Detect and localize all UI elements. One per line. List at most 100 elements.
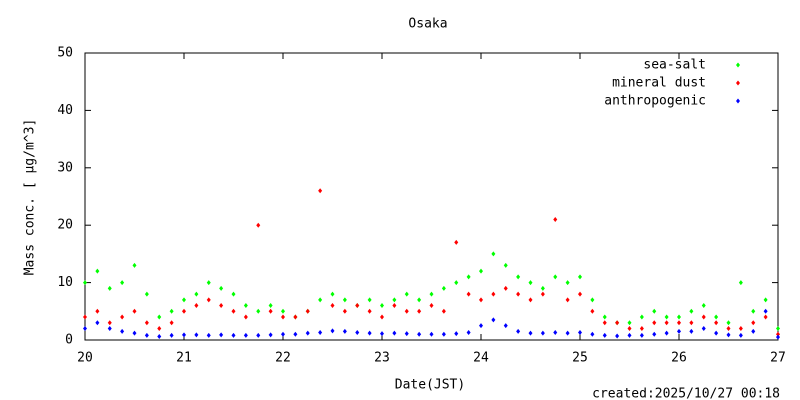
data-point xyxy=(652,308,657,314)
chart-title: Osaka xyxy=(408,17,447,32)
data-point xyxy=(107,326,112,332)
data-point xyxy=(441,285,446,291)
data-point xyxy=(664,330,669,336)
data-point xyxy=(206,332,211,338)
data-point xyxy=(268,332,273,338)
data-point xyxy=(342,297,347,303)
data-point xyxy=(701,326,706,332)
data-point xyxy=(120,328,125,334)
data-point xyxy=(256,222,261,228)
data-point xyxy=(751,308,756,314)
data-point xyxy=(380,303,384,309)
y-tick-label: 20 xyxy=(57,218,73,233)
data-point xyxy=(342,328,347,334)
data-point xyxy=(441,308,446,314)
data-point xyxy=(677,320,681,326)
legend-marker xyxy=(736,80,740,86)
data-point xyxy=(751,328,756,334)
data-point xyxy=(738,332,743,338)
data-point xyxy=(639,332,644,338)
y-tick-label: 30 xyxy=(57,160,73,175)
data-point xyxy=(219,285,224,291)
data-point xyxy=(206,297,211,303)
data-point xyxy=(243,332,248,338)
y-axis-label: Mass conc. [ μg/m^3] xyxy=(23,119,38,276)
data-point xyxy=(602,332,607,338)
data-point xyxy=(677,314,681,320)
data-point xyxy=(714,320,719,326)
data-point xyxy=(169,308,174,314)
data-point xyxy=(602,314,607,320)
data-point xyxy=(491,317,496,323)
data-point xyxy=(169,320,174,326)
data-point xyxy=(776,326,780,332)
data-point xyxy=(95,308,100,314)
data-point xyxy=(231,308,236,314)
data-point xyxy=(565,280,570,286)
data-point xyxy=(429,303,434,309)
data-point xyxy=(479,323,483,329)
y-tick-label: 40 xyxy=(57,103,73,118)
data-point xyxy=(355,303,360,309)
data-point xyxy=(182,297,186,303)
data-point xyxy=(330,291,335,297)
data-point xyxy=(503,285,508,291)
data-point xyxy=(367,330,372,336)
data-point xyxy=(714,330,719,336)
data-point xyxy=(392,303,397,309)
x-axis-label: Date(JST) xyxy=(395,378,465,393)
data-point xyxy=(565,297,570,303)
data-point xyxy=(107,320,112,326)
legend-label: sea-salt xyxy=(643,58,706,73)
data-point xyxy=(689,320,694,326)
data-point xyxy=(243,314,248,320)
data-point xyxy=(132,330,137,336)
data-point xyxy=(144,320,149,326)
data-point xyxy=(689,328,694,334)
data-point xyxy=(429,291,434,297)
data-point xyxy=(466,330,471,336)
x-tick-label: 26 xyxy=(671,351,687,366)
data-point xyxy=(318,297,323,303)
data-point xyxy=(454,280,459,286)
data-point xyxy=(132,262,137,268)
data-point xyxy=(219,303,224,309)
x-tick-label: 21 xyxy=(176,351,192,366)
data-point xyxy=(479,268,483,274)
data-point xyxy=(528,330,533,336)
data-point xyxy=(330,328,335,334)
data-point xyxy=(367,297,372,303)
data-point xyxy=(268,303,273,309)
data-point xyxy=(776,331,780,337)
data-point xyxy=(454,239,459,245)
data-point xyxy=(677,328,681,334)
data-point xyxy=(590,297,595,303)
legend-marker xyxy=(736,98,740,104)
data-point xyxy=(256,308,261,314)
data-point xyxy=(120,314,125,320)
data-point xyxy=(120,280,125,286)
data-point xyxy=(380,314,384,320)
data-point xyxy=(157,334,162,340)
data-point xyxy=(578,330,582,336)
data-point xyxy=(553,330,558,336)
data-point xyxy=(652,331,657,337)
data-point xyxy=(157,326,162,332)
data-point xyxy=(355,330,360,336)
data-point xyxy=(578,274,582,280)
data-point xyxy=(639,314,644,320)
data-point xyxy=(243,303,248,309)
data-point xyxy=(479,297,483,303)
data-point xyxy=(268,308,273,314)
data-point xyxy=(454,331,459,337)
data-point xyxy=(231,332,236,338)
data-point xyxy=(107,285,112,291)
data-point xyxy=(503,323,508,329)
data-point xyxy=(503,262,508,268)
data-point xyxy=(590,331,595,337)
data-point xyxy=(627,332,632,338)
data-point xyxy=(590,308,595,314)
x-tick-label: 24 xyxy=(473,351,489,366)
data-point xyxy=(763,297,768,303)
